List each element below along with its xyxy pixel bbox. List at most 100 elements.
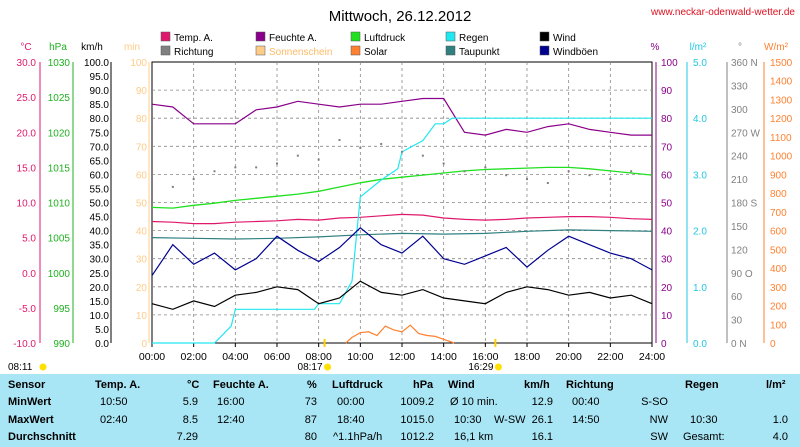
y-tick-rain: 0.0 [693, 339, 707, 350]
y-tick-wind: 50.0 [90, 199, 110, 210]
y-tick-direction: 0 N [731, 339, 747, 350]
hdr-humidity: Feuchte A. [213, 379, 269, 391]
y-tick-direction: 60 [731, 292, 743, 303]
y-tick-direction: 180 S [731, 199, 757, 210]
row-max-press-time: 18:40 [337, 414, 365, 426]
y-tick-humidity: 40 [661, 227, 673, 238]
row-avg-rain-label: Gesamt: [683, 431, 725, 443]
y-tick-temp: 30.0 [17, 58, 37, 69]
y-tick-solar: 1300 [770, 95, 793, 106]
series-point-richtung [588, 174, 591, 177]
axis-unit-solar: W/m² [764, 42, 789, 53]
row-min-press-time: 00:00 [337, 396, 365, 408]
row-min-hum-time: 16:00 [217, 396, 245, 408]
row-max-rain-time: 10:30 [690, 414, 718, 426]
y-tick-solar: 600 [770, 227, 787, 238]
hdr-wind-unit: km/h [524, 379, 550, 391]
row-min-wind: 12.9 [531, 396, 553, 408]
y-tick-temp: 0.0 [22, 269, 36, 280]
legend-label: Sonnenschein [269, 47, 332, 58]
legend-swatch [350, 31, 361, 42]
y-tick-humidity: 20 [661, 283, 673, 294]
series-line-solar [345, 324, 455, 344]
y-tick-temp: 15.0 [17, 163, 37, 174]
y-tick-sun: 60 [136, 170, 148, 181]
row-min-temp: 5.9 [182, 396, 198, 408]
axis-unit-humidity: % [651, 42, 660, 53]
y-tick-wind: 95.0 [90, 72, 110, 83]
series-line-feuchtea [151, 97, 652, 136]
website-link[interactable]: www.neckar-odenwald-wetter.de [650, 7, 795, 18]
y-tick-wind: 90.0 [90, 86, 110, 97]
row-max-rain: 1.0 [772, 414, 788, 426]
y-tick-direction: 90 O [731, 269, 753, 280]
y-tick-temp: 25.0 [17, 93, 37, 104]
legend-swatch [160, 31, 171, 42]
y-tick-wind: 30.0 [90, 255, 110, 266]
y-tick-pressure: 995 [53, 304, 70, 315]
y-tick-wind: 75.0 [90, 128, 110, 139]
sunset-sun-icon [494, 363, 502, 371]
x-tick-label: 24:00 [639, 351, 665, 363]
y-tick-wind: 45.0 [90, 213, 110, 224]
legend: Temp. A. Feuchte A. Luftdruck Regen Wind Rich… [160, 31, 598, 58]
y-tick-wind: 35.0 [90, 241, 110, 252]
row-avg-dir: SW [650, 431, 668, 443]
y-tick-humidity: 80 [661, 114, 673, 125]
hdr-pressure-unit: hPa [413, 379, 434, 391]
y-axes: 30.025.020.015.010.05.00.0-5.0-10.010301… [13, 58, 792, 350]
series-point-richtung [651, 174, 653, 177]
y-tick-solar: 1100 [770, 133, 792, 144]
legend-label: Windböen [553, 47, 598, 58]
y-tick-solar: 1200 [770, 114, 793, 125]
row-max-wind-time: 10:30 [454, 414, 482, 426]
y-tick-sun: 100 [130, 58, 147, 69]
row-avg-wind-dist: 16,1 km [454, 431, 494, 443]
row-avg-temp: 7.29 [176, 431, 198, 443]
y-tick-direction: 330 [731, 81, 748, 92]
hdr-direction: Richtung [566, 379, 614, 391]
y-tick-temp: 5.0 [22, 234, 36, 245]
y-tick-solar: 800 [770, 189, 787, 200]
axis-unit-wind: km/h [81, 42, 103, 53]
legend-label: Regen [459, 33, 488, 44]
y-tick-wind: 10.0 [90, 311, 110, 322]
y-tick-solar: 1500 [770, 58, 793, 69]
series-point-richtung [276, 162, 278, 165]
hdr-pressure: Luftdruck [332, 379, 383, 391]
y-tick-rain: 4.0 [693, 114, 707, 125]
row-min-label: MinWert [8, 396, 52, 408]
y-tick-wind: 15.0 [90, 297, 110, 308]
summary-table: Sensor Temp. A. °C Feuchte A. % Luftdruc… [0, 374, 800, 447]
x-axis: 00:00 02:00 04:00 06:00 08:00 10:00 12:00 14:00… [139, 343, 665, 363]
series-point-richtung [401, 150, 403, 153]
sun-markers: 08:17 16:29 08:11 [8, 339, 502, 373]
row-min-wind-desc: Ø 10 min. [450, 396, 498, 408]
row-max-wind-dir: W-SW [494, 414, 526, 426]
hdr-humidity-unit: % [307, 379, 317, 391]
y-tick-temp: 10.0 [17, 199, 37, 210]
y-tick-wind: 40.0 [90, 227, 110, 238]
legend-swatch [539, 45, 550, 56]
axis-unit-direction: ° [738, 42, 742, 53]
y-tick-sun: 10 [136, 311, 148, 322]
series-line-taupunkt [151, 229, 653, 240]
y-tick-solar: 900 [770, 170, 787, 181]
y-tick-direction: 150 [731, 222, 748, 233]
y-tick-direction: 360 N [731, 58, 758, 69]
hdr-rain-unit: l/m² [766, 379, 786, 391]
y-tick-wind: 70.0 [90, 142, 110, 153]
y-tick-wind: 80.0 [90, 114, 110, 125]
y-tick-sun: 80 [136, 114, 148, 125]
y-tick-pressure: 1000 [48, 269, 71, 280]
x-tick-label: 12:00 [389, 351, 415, 363]
hdr-temp-unit: °C [187, 379, 200, 391]
series-line-wind [151, 280, 653, 310]
y-tick-pressure: 1025 [48, 93, 71, 104]
row-max-press: 1015.0 [400, 414, 434, 426]
x-tick-label: 00:00 [139, 351, 165, 363]
y-tick-solar: 500 [770, 245, 787, 256]
series-group [151, 97, 653, 344]
y-tick-wind: 20.0 [90, 283, 110, 294]
axis-unit-temp: °C [20, 42, 31, 53]
